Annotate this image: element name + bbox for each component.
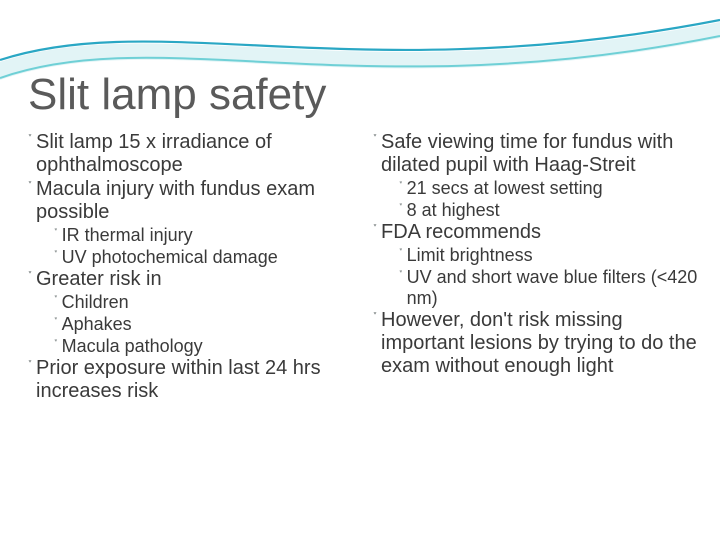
bullet-l2: ་ 8 at highest bbox=[399, 200, 700, 221]
bullet-text: Slit lamp 15 x irradiance of ophthalmosc… bbox=[36, 131, 355, 177]
bullet-l2: ་ Aphakes bbox=[54, 314, 355, 335]
bullet-l2: ་ Macula pathology bbox=[54, 336, 355, 357]
bullet-text: 21 secs at lowest setting bbox=[407, 178, 700, 199]
bullet-text: Safe viewing time for fundus with dilate… bbox=[381, 131, 700, 177]
bullet-l2: ་ UV and short wave blue filters (<420 n… bbox=[399, 267, 700, 308]
bullet-l2: ་ Children bbox=[54, 292, 355, 313]
bullet-icon: ་ bbox=[399, 200, 403, 220]
bullet-icon: ་ bbox=[28, 178, 32, 200]
bullet-icon: ་ bbox=[373, 221, 377, 243]
bullet-l2: ་ 21 secs at lowest setting bbox=[399, 178, 700, 199]
bullet-text: Limit brightness bbox=[407, 245, 700, 266]
bullet-text: Children bbox=[62, 292, 355, 313]
left-column: ་ Slit lamp 15 x irradiance of ophthalmo… bbox=[20, 130, 355, 404]
bullet-l1: ་ Safe viewing time for fundus with dila… bbox=[373, 131, 700, 177]
bullet-l1: ་ However, don't risk missing important … bbox=[373, 309, 700, 378]
bullet-icon: ་ bbox=[54, 314, 58, 334]
bullet-icon: ་ bbox=[373, 131, 377, 153]
bullet-icon: ་ bbox=[28, 131, 32, 153]
bullet-l1: ་ Prior exposure within last 24 hrs incr… bbox=[28, 357, 355, 403]
bullet-text: 8 at highest bbox=[407, 200, 700, 221]
bullet-icon: ་ bbox=[54, 225, 58, 245]
right-column: ་ Safe viewing time for fundus with dila… bbox=[365, 130, 700, 404]
bullet-text: Macula injury with fundus exam possible bbox=[36, 178, 355, 224]
bullet-icon: ་ bbox=[28, 268, 32, 290]
bullet-text: UV photochemical damage bbox=[62, 247, 355, 268]
bullet-icon: ་ bbox=[399, 245, 403, 265]
bullet-l1: ་ Slit lamp 15 x irradiance of ophthalmo… bbox=[28, 131, 355, 177]
bullet-l1: ་ Macula injury with fundus exam possibl… bbox=[28, 178, 355, 224]
bullet-l1: ་ Greater risk in bbox=[28, 268, 355, 291]
bullet-text: However, don't risk missing important le… bbox=[381, 309, 700, 378]
bullet-text: Aphakes bbox=[62, 314, 355, 335]
bullet-icon: ་ bbox=[28, 357, 32, 379]
columns: ་ Slit lamp 15 x irradiance of ophthalmo… bbox=[20, 130, 700, 404]
bullet-l2: ་ IR thermal injury bbox=[54, 225, 355, 246]
bullet-icon: ་ bbox=[399, 267, 403, 287]
bullet-text: Prior exposure within last 24 hrs increa… bbox=[36, 357, 355, 403]
bullet-icon: ་ bbox=[54, 336, 58, 356]
bullet-text: UV and short wave blue filters (<420 nm) bbox=[407, 267, 700, 308]
bullet-text: Macula pathology bbox=[62, 336, 355, 357]
slide-title: Slit lamp safety bbox=[20, 70, 700, 120]
bullet-icon: ་ bbox=[54, 247, 58, 267]
bullet-l1: ་ FDA recommends bbox=[373, 221, 700, 244]
bullet-text: Greater risk in bbox=[36, 268, 355, 291]
bullet-l2: ་ Limit brightness bbox=[399, 245, 700, 266]
bullet-text: IR thermal injury bbox=[62, 225, 355, 246]
bullet-icon: ་ bbox=[54, 292, 58, 312]
bullet-icon: ་ bbox=[373, 309, 377, 331]
bullet-icon: ་ bbox=[399, 178, 403, 198]
bullet-text: FDA recommends bbox=[381, 221, 700, 244]
slide-content: Slit lamp safety ་ Slit lamp 15 x irradi… bbox=[0, 0, 720, 404]
bullet-l2: ་ UV photochemical damage bbox=[54, 247, 355, 268]
